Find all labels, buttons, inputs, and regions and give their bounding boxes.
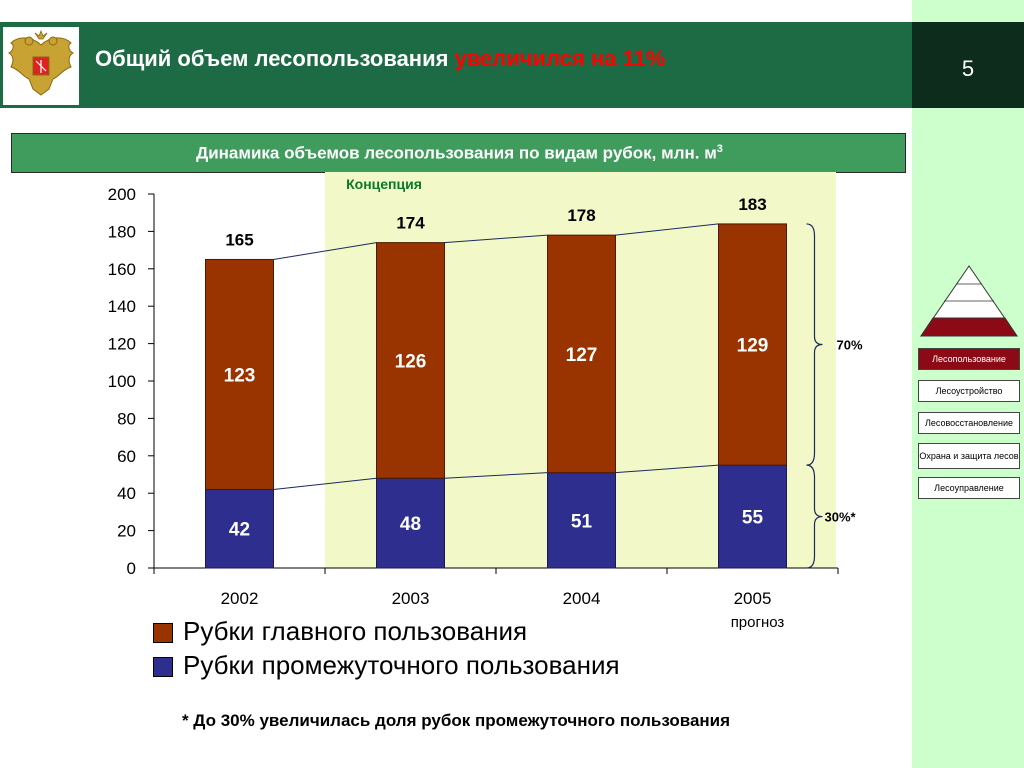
y-tick-label: 120 — [108, 335, 136, 354]
bar-segment-main — [547, 234, 616, 474]
legend-label-intermediate-felling: Рубки промежуточного пользования — [183, 650, 620, 680]
bar-segment-main — [718, 223, 787, 466]
brace-main-share — [806, 223, 823, 466]
footnote: * До 30% увеличилась доля рубок промежут… — [181, 711, 731, 730]
nav-button-forest-management-survey[interactable]: Лесоустройство — [918, 380, 1020, 402]
pyramid-icon — [920, 265, 1018, 337]
y-tick-label: 100 — [108, 372, 136, 391]
connector-line-split — [615, 464, 719, 474]
chart-title-bar: Динамика объемов лесопользования по вида… — [11, 133, 906, 173]
y-tick-label: 40 — [117, 484, 136, 503]
nav-button-forest-administration[interactable]: Лесоуправление — [918, 477, 1020, 499]
y-tick-label: 180 — [108, 222, 136, 241]
data-label-intermediate: 51 — [571, 511, 593, 532]
bar-segment-main — [205, 258, 274, 490]
data-label-intermediate: 55 — [742, 508, 764, 529]
x-tick-label: 2002 — [221, 589, 259, 608]
data-label-main: 127 — [566, 345, 598, 366]
double-headed-eagle-icon — [8, 29, 74, 96]
y-tick-label: 200 — [108, 185, 136, 204]
connector-line-total — [273, 242, 377, 260]
title-main-text: Общий объем лесопользования — [95, 46, 455, 71]
legend-swatch-intermediate-felling — [153, 657, 173, 677]
chart-title-text: Динамика объемов лесопользования по вида… — [196, 143, 717, 163]
header-bar — [0, 22, 912, 108]
data-label-intermediate: 48 — [400, 514, 421, 535]
coat-of-arms-logo — [3, 27, 79, 105]
y-tick-label: 0 — [127, 559, 136, 578]
nav-button-forest-protection[interactable]: Охрана и защита лесов — [918, 443, 1020, 469]
legend-swatch-main-felling — [153, 623, 173, 643]
concept-label: Концепция — [346, 176, 422, 192]
connector-line-total — [444, 234, 548, 244]
page-title: Общий объем лесопользования увеличился н… — [95, 46, 665, 72]
bar-segment-intermediate — [547, 472, 616, 569]
data-label-main: 126 — [395, 351, 427, 372]
connector-line-total — [615, 223, 719, 236]
nav-button-reforestation[interactable]: Лесовосстановление — [918, 412, 1020, 434]
bar-segment-intermediate — [718, 464, 787, 569]
chart-title-superscript: 3 — [716, 143, 723, 155]
brace-intermediate-share — [806, 464, 823, 569]
brace-label-upper: 70% — [837, 338, 863, 353]
data-label-total: 183 — [738, 195, 766, 214]
x-tick-sublabel: прогноз — [731, 614, 785, 631]
page-number: 5 — [961, 56, 975, 81]
data-label-total: 165 — [225, 230, 253, 249]
connector-line-split — [444, 472, 548, 479]
data-label-intermediate: 42 — [229, 520, 250, 541]
y-tick-label: 140 — [108, 297, 136, 316]
data-label-main: 129 — [737, 336, 769, 357]
y-tick-label: 20 — [117, 522, 136, 541]
bar-segment-main — [376, 242, 445, 479]
nav-button-forest-use[interactable]: Лесопользование — [918, 348, 1020, 370]
legend-label-main-felling: Рубки главного пользования — [183, 616, 528, 646]
chart-title: Динамика объемов лесопользования по вида… — [12, 143, 907, 164]
connector-line-split — [273, 477, 377, 490]
y-tick-label: 160 — [108, 260, 136, 279]
page-number-box: 5 — [912, 22, 1024, 108]
brace-label-lower: 30%* — [825, 510, 857, 525]
x-tick-label: 2004 — [563, 589, 601, 608]
x-tick-label: 2003 — [392, 589, 430, 608]
bar-segment-intermediate — [205, 488, 274, 569]
bar-segment-intermediate — [376, 477, 445, 569]
stacked-bar-chart: Концепция 0 20 40 60 80 100 120 140 160 180 200 42 12… — [108, 172, 863, 631]
x-tick-label: 2005 — [734, 589, 772, 608]
data-label-total: 174 — [396, 214, 425, 233]
y-tick-label: 60 — [117, 447, 136, 466]
y-tick-label: 80 — [117, 409, 136, 428]
title-accent-text: увеличился на 11% — [454, 46, 666, 71]
data-label-main: 123 — [224, 365, 256, 386]
data-label-total: 178 — [567, 206, 595, 225]
